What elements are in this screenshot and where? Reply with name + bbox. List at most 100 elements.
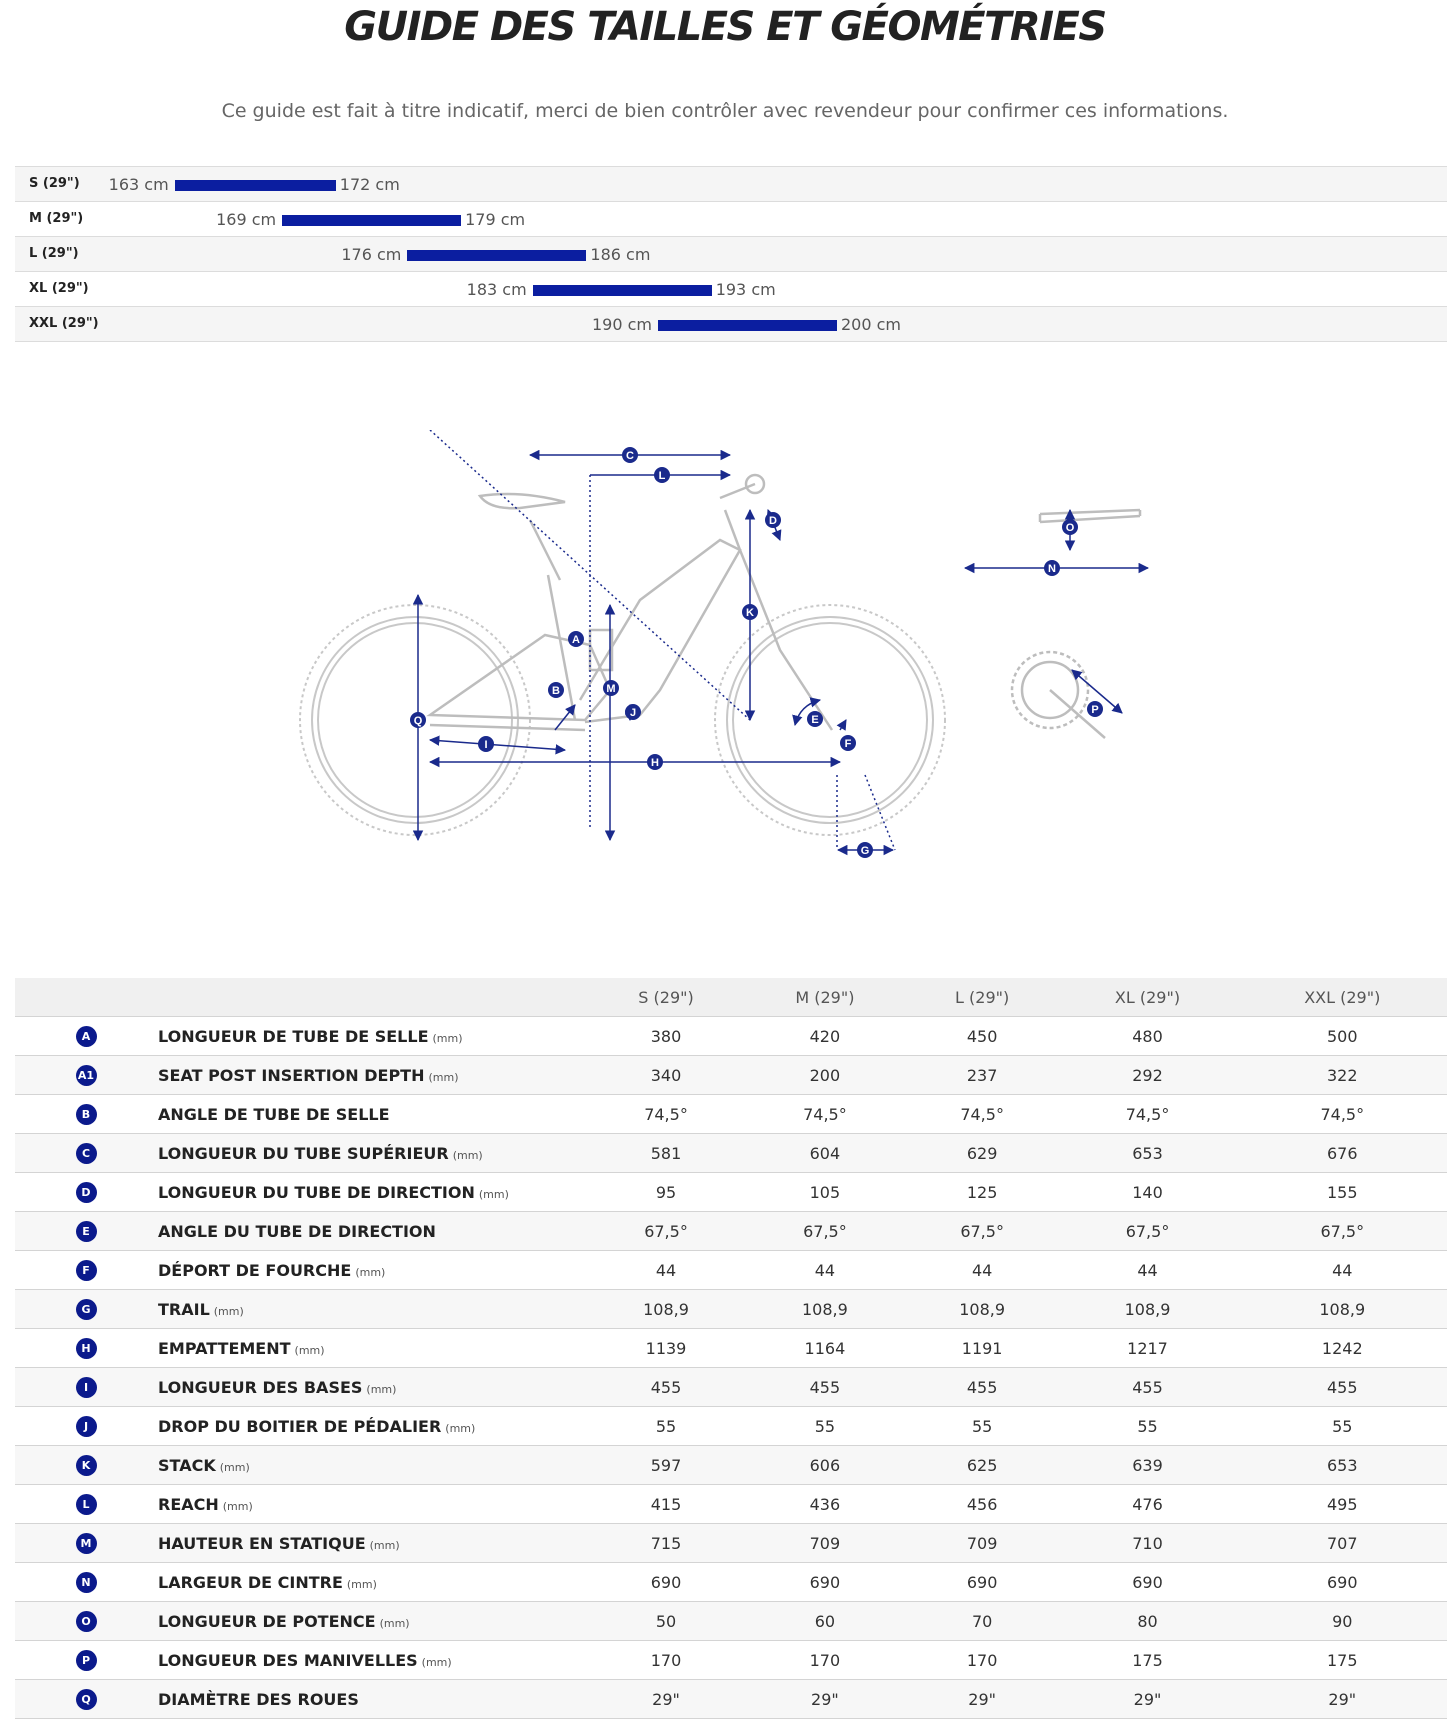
row-value: 436 <box>743 1484 907 1524</box>
page-title: GUIDE DES TAILLES ET GÉOMÉTRIES <box>344 4 1107 50</box>
dim-badge-f: F <box>840 735 856 751</box>
row-label-cell: HAUTEUR EN STATIQUE (mm) <box>157 1523 589 1563</box>
size-name: S (29") <box>29 176 80 191</box>
svg-text:L: L <box>659 470 666 482</box>
dim-badge-q: Q <box>410 712 426 728</box>
row-value: 676 <box>1237 1133 1447 1173</box>
dimension-badge: P <box>75 1650 97 1671</box>
row-value: 67,5° <box>1237 1211 1447 1251</box>
size-row: XL (29") 183 cm 193 cm <box>15 271 1447 306</box>
row-unit: (mm) <box>222 1499 253 1513</box>
geometry-row: N LARGEUR DE CINTRE (mm) 690 690 690 690 690 <box>15 1562 1447 1602</box>
size-range-bar <box>282 215 462 226</box>
row-label: LONGUEUR DU TUBE DE DIRECTION <box>158 1182 475 1202</box>
row-label: LONGUEUR DE POTENCE <box>158 1611 376 1631</box>
svg-text:G: G <box>861 845 870 857</box>
row-value: 67,5° <box>589 1211 744 1251</box>
svg-text:C: C <box>626 450 634 462</box>
row-value: 80 <box>1057 1601 1238 1641</box>
geometry-header-row: S (29") M (29") L (29") XL (29") XXL (29… <box>15 978 1447 1017</box>
row-value: 74,5° <box>1237 1094 1447 1134</box>
size-range-bar <box>532 285 712 296</box>
row-unit: (mm) <box>355 1265 386 1279</box>
row-value: 170 <box>743 1640 907 1680</box>
front-wheel <box>714 604 946 836</box>
row-value: 44 <box>1237 1250 1447 1290</box>
row-value: 74,5° <box>589 1094 744 1134</box>
size-max-height: 179 cm <box>465 210 526 229</box>
row-value: 60 <box>743 1601 907 1641</box>
row-label-cell: LONGUEUR DES MANIVELLES (mm) <box>157 1640 589 1680</box>
row-value: 108,9 <box>906 1289 1058 1329</box>
row-value: 1191 <box>906 1328 1058 1368</box>
row-badge-cell: I <box>15 1367 157 1407</box>
row-value: 639 <box>1057 1445 1238 1485</box>
dimension-badge: H <box>75 1338 97 1359</box>
size-min-height: 183 cm <box>466 280 527 299</box>
geometry-table: S (29") M (29") L (29") XL (29") XXL (29… <box>15 978 1447 1719</box>
row-value: 44 <box>743 1250 907 1290</box>
dim-badge-c: C <box>622 447 638 463</box>
row-unit: (mm) <box>421 1655 452 1669</box>
row-value: 67,5° <box>906 1211 1058 1251</box>
dimension-badge: D <box>75 1182 97 1203</box>
row-badge-cell: K <box>15 1445 157 1485</box>
row-label: TRAIL <box>158 1299 210 1319</box>
geometry-row: K STACK (mm) 597 606 625 639 653 <box>15 1445 1447 1485</box>
row-badge-cell: Q <box>15 1679 157 1719</box>
geometry-row: F DÉPORT DE FOURCHE (mm) 44 44 44 44 44 <box>15 1250 1447 1290</box>
svg-text:B: B <box>552 685 560 697</box>
row-badge-cell: M <box>15 1523 157 1563</box>
row-unit: (mm) <box>478 1187 509 1201</box>
row-badge-cell: C <box>15 1133 157 1173</box>
row-value: 690 <box>906 1562 1058 1602</box>
dim-badge-k: K <box>742 604 758 620</box>
row-label: DROP DU BOITIER DE PÉDALIER <box>158 1416 442 1436</box>
row-value: 67,5° <box>1057 1211 1238 1251</box>
row-value: 420 <box>743 1016 907 1056</box>
row-value: 44 <box>589 1250 744 1290</box>
row-value: 709 <box>906 1523 1058 1563</box>
svg-text:E: E <box>811 714 818 726</box>
row-badge-cell: E <box>15 1211 157 1251</box>
geometry-row: J DROP DU BOITIER DE PÉDALIER (mm) 55 55 55 55… <box>15 1406 1447 1446</box>
row-badge-cell: H <box>15 1328 157 1368</box>
row-value: 108,9 <box>1237 1289 1447 1329</box>
dimension-badge: E <box>75 1221 97 1242</box>
row-badge-cell: G <box>15 1289 157 1329</box>
row-label-cell: LONGUEUR DU TUBE SUPÉRIEUR (mm) <box>157 1133 589 1173</box>
row-value: 170 <box>589 1640 744 1680</box>
dimension-badge: M <box>75 1533 97 1554</box>
row-badge-cell: A <box>15 1016 157 1056</box>
size-row: XXL (29") 190 cm 200 cm <box>15 306 1447 342</box>
row-value: 455 <box>1057 1367 1238 1407</box>
row-value: 380 <box>589 1016 744 1056</box>
row-value: 1164 <box>743 1328 907 1368</box>
row-value: 55 <box>743 1406 907 1446</box>
dimension-badge: F <box>75 1260 97 1281</box>
row-value: 292 <box>1057 1055 1238 1095</box>
row-label-cell: LONGUEUR DE POTENCE (mm) <box>157 1601 589 1641</box>
row-value: 1242 <box>1237 1328 1447 1368</box>
dim-badge-p: P <box>1087 701 1103 717</box>
header-badge-cell <box>15 978 157 1017</box>
size-row: L (29") 176 cm 186 cm <box>15 236 1447 271</box>
row-value: 50 <box>589 1601 744 1641</box>
column-header: S (29") <box>589 978 744 1017</box>
dimension-badge: J <box>75 1416 97 1437</box>
geometry-row: O LONGUEUR DE POTENCE (mm) 50 60 70 80 90 <box>15 1601 1447 1641</box>
row-badge-cell: O <box>15 1601 157 1641</box>
row-value: 476 <box>1057 1484 1238 1524</box>
size-row: M (29") 169 cm 179 cm <box>15 201 1447 236</box>
row-value: 653 <box>1237 1445 1447 1485</box>
row-value: 29" <box>1057 1679 1238 1719</box>
size-name: XL (29") <box>29 281 89 296</box>
row-value: 95 <box>589 1172 744 1212</box>
row-value: 455 <box>906 1367 1058 1407</box>
row-unit: (mm) <box>369 1538 400 1552</box>
row-label: LONGUEUR DES MANIVELLES <box>158 1650 418 1670</box>
row-value: 653 <box>1057 1133 1238 1173</box>
svg-text:H: H <box>651 757 659 769</box>
dimension-lines <box>412 429 1150 856</box>
row-label: ANGLE DU TUBE DE DIRECTION <box>158 1221 436 1241</box>
